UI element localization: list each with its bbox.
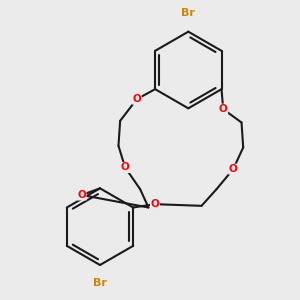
Text: O: O — [132, 94, 141, 104]
Text: O: O — [229, 164, 238, 174]
Text: O: O — [121, 163, 130, 172]
Text: O: O — [151, 199, 159, 209]
Text: Br: Br — [182, 8, 195, 18]
Text: Br: Br — [93, 278, 107, 288]
Text: O: O — [219, 104, 228, 114]
Text: O: O — [77, 190, 86, 200]
